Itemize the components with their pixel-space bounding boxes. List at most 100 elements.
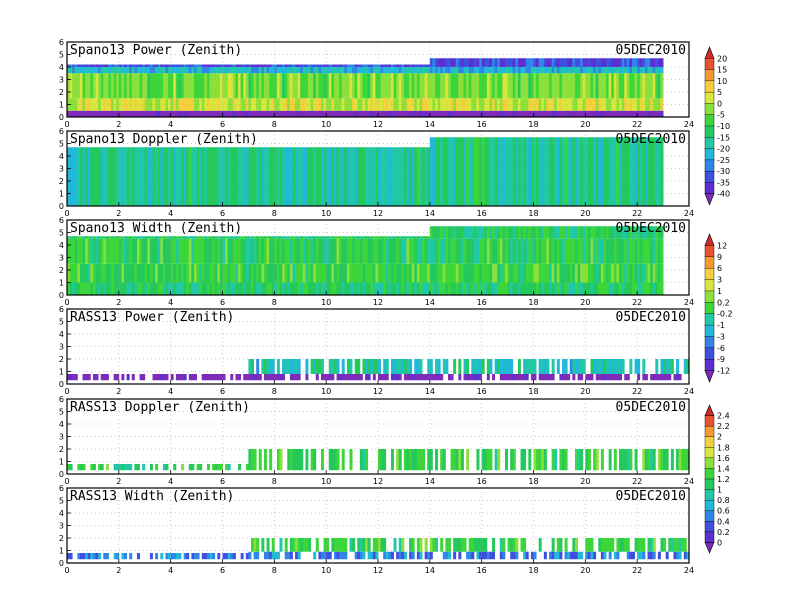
heatmap-cell (344, 73, 348, 99)
colorbar-segment (704, 159, 715, 172)
heatmap-cell (251, 263, 254, 283)
heatmap-cells (67, 226, 664, 295)
heatmap-cell (611, 110, 615, 117)
heatmap-cell (77, 67, 81, 74)
heatmap-cell (346, 282, 350, 295)
heatmap-cell (287, 449, 291, 471)
heatmap-cell (437, 374, 441, 381)
colorbar-label: -10 (717, 122, 730, 131)
heatmap-cell (538, 137, 542, 206)
heatmap-cell (155, 147, 159, 206)
heatmap-cell (313, 98, 317, 111)
heatmap-cell (637, 67, 641, 74)
heatmap-cell (276, 551, 280, 560)
heatmap-cell (507, 98, 511, 111)
heatmap-cell (390, 147, 394, 206)
heatmap-cell (287, 67, 291, 74)
heatmap-cell (411, 98, 415, 111)
heatmap-cell (541, 359, 545, 374)
heatmap-cell (175, 147, 179, 206)
heatmap-cell (422, 263, 426, 283)
heatmap-cell (504, 67, 508, 74)
x-tick-label: 2 (116, 120, 121, 129)
heatmap-cell (585, 374, 589, 381)
heatmap-cell (98, 238, 102, 264)
heatmap-cell (523, 98, 527, 111)
heatmap-cell (297, 64, 301, 67)
heatmap-cell (411, 147, 415, 206)
colorbar-label: 5 (717, 88, 722, 97)
heatmap-cell (520, 98, 524, 111)
heatmap-cell (289, 64, 293, 67)
heatmap-cell (292, 110, 296, 117)
heatmap-cell (611, 67, 615, 74)
heatmap-cell (523, 263, 527, 283)
panel-title: Spano13 Width (Zenith) (70, 221, 242, 236)
heatmap-cell (124, 147, 128, 206)
heatmap-cell (331, 110, 335, 117)
heatmap-cell (126, 110, 130, 117)
heatmap-cell (419, 263, 423, 283)
heatmap-cell (183, 238, 187, 264)
heatmap-cell (549, 58, 553, 67)
heatmap-cell (572, 67, 576, 74)
heatmap-cell (308, 263, 312, 283)
heatmap-cell (191, 282, 195, 295)
heatmap-cell (626, 538, 630, 552)
heatmap-cell (181, 282, 185, 295)
heatmap-cell (181, 67, 185, 74)
heatmap-cell (660, 238, 664, 264)
heatmap-cell (551, 98, 555, 111)
heatmap-cell (380, 110, 384, 117)
heatmap-cell (191, 73, 195, 99)
heatmap-cell (460, 58, 464, 67)
heatmap-cell (147, 282, 151, 295)
heatmap-cell (453, 58, 457, 67)
heatmap-cell (92, 98, 96, 111)
heatmap-cell (320, 147, 324, 206)
heatmap-cell (144, 236, 148, 239)
heatmap-cell (365, 73, 369, 99)
heatmap-cell (476, 551, 480, 560)
heatmap-cell (652, 137, 656, 206)
heatmap-cell (572, 73, 576, 99)
heatmap-cell (336, 98, 340, 111)
heatmap-cell (292, 263, 296, 283)
heatmap-cell (339, 110, 343, 117)
heatmap-cell (447, 137, 451, 206)
heatmap-cell (235, 110, 239, 117)
heatmap-cell (429, 551, 433, 560)
heatmap-cell (512, 449, 516, 471)
heatmap-cell (165, 263, 169, 283)
heatmap-cell (427, 374, 431, 381)
heatmap-cell (590, 374, 594, 381)
heatmap-cell (155, 236, 159, 239)
heatmap-cell (217, 98, 221, 111)
y-tick-label: 6 (59, 127, 64, 136)
colorbar-segment (704, 425, 715, 438)
heatmap-cell (499, 238, 503, 264)
heatmap-cell (486, 110, 490, 117)
heatmap-cell (331, 238, 335, 264)
heatmap-cell (183, 67, 187, 74)
heatmap-cell (326, 110, 330, 117)
heatmap-cell (240, 110, 244, 117)
heatmap-cell (507, 137, 511, 206)
heatmap-cell (261, 110, 265, 117)
heatmap-cell (186, 263, 190, 283)
heatmap-cell (336, 282, 340, 295)
heatmap-cell (606, 359, 610, 374)
heatmap-cell (616, 282, 620, 295)
heatmap-cell (333, 67, 337, 74)
heatmap-cell (388, 64, 392, 67)
heatmap-cell (214, 98, 218, 111)
heatmap-cell (336, 374, 340, 381)
heatmap-cell (585, 137, 589, 206)
heatmap-cell (624, 58, 628, 67)
heatmap-cell (637, 137, 641, 206)
heatmap-cell (217, 553, 221, 560)
heatmap-cell (131, 238, 135, 264)
heatmap-cell (209, 374, 213, 381)
y-tick-label: 6 (59, 484, 64, 493)
